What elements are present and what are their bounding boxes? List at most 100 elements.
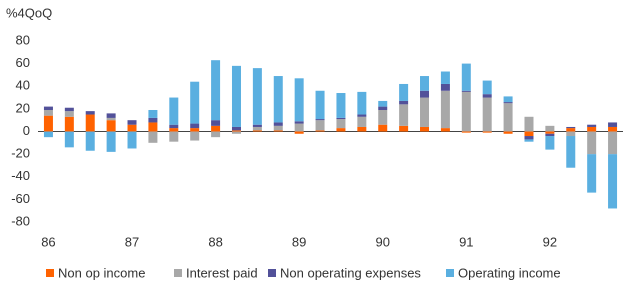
bar-segment bbox=[566, 131, 576, 137]
bar-segment bbox=[440, 90, 450, 129]
bar-segment bbox=[148, 122, 158, 132]
bar-segment bbox=[587, 124, 597, 127]
bar-segment bbox=[231, 126, 241, 131]
bar-segment bbox=[252, 68, 262, 125]
bar-segment bbox=[482, 94, 492, 98]
bar-segment bbox=[608, 154, 618, 209]
bar-segment bbox=[273, 122, 283, 126]
bar-segment bbox=[273, 76, 283, 123]
bar-segment bbox=[294, 123, 304, 132]
bar-segment bbox=[106, 131, 116, 152]
bar-segment bbox=[127, 124, 137, 132]
x-tick-label: 92 bbox=[543, 234, 557, 249]
bar-segment bbox=[211, 60, 221, 121]
bar-segment bbox=[587, 154, 597, 193]
bar-segment bbox=[357, 114, 367, 117]
bar-segment bbox=[315, 120, 325, 131]
bar-segment bbox=[420, 90, 430, 98]
x-tick-label: 90 bbox=[375, 234, 389, 249]
y-tick-label: 0 bbox=[23, 123, 30, 138]
bar-segment bbox=[190, 81, 200, 124]
bar-segment bbox=[190, 123, 200, 129]
bar-segment bbox=[545, 131, 555, 134]
legend-swatch bbox=[46, 269, 54, 277]
bar-segment bbox=[106, 113, 116, 118]
x-tick-label: 91 bbox=[459, 234, 473, 249]
bar-segment bbox=[461, 63, 471, 91]
bar-segment bbox=[231, 131, 241, 134]
bar-segment bbox=[357, 91, 367, 115]
y-tick-label: 20 bbox=[16, 100, 30, 115]
bar-segment bbox=[420, 76, 430, 91]
y-axis-label: %4QoQ bbox=[6, 5, 52, 20]
bar-segment bbox=[482, 131, 492, 133]
bar-segment bbox=[43, 106, 53, 110]
bar-segment bbox=[524, 136, 534, 140]
legend-label: Operating income bbox=[458, 265, 561, 280]
bar-segment bbox=[64, 107, 74, 112]
y-tick-label: -60 bbox=[11, 191, 30, 206]
bar-segment bbox=[315, 90, 325, 120]
bar-segment bbox=[503, 131, 513, 134]
bar-segment bbox=[461, 90, 471, 92]
bar-segment bbox=[43, 131, 53, 138]
bar-segment bbox=[378, 106, 388, 110]
bar-segment bbox=[64, 131, 74, 148]
bar-segment bbox=[399, 104, 409, 126]
bar-segment bbox=[127, 131, 137, 149]
bar-segment bbox=[440, 128, 450, 132]
bar-segment bbox=[461, 91, 471, 132]
bar-segment bbox=[148, 117, 158, 123]
bar-segment bbox=[587, 126, 597, 132]
bar-segment bbox=[190, 128, 200, 132]
bar-segment bbox=[566, 126, 576, 129]
bar-segment bbox=[211, 125, 221, 132]
bar-segment bbox=[378, 100, 388, 107]
bar-segment bbox=[127, 120, 137, 125]
legend-label: Non op income bbox=[58, 265, 145, 280]
bar-segment bbox=[566, 136, 576, 168]
bar-segment bbox=[190, 131, 200, 141]
bar-segment bbox=[169, 124, 179, 129]
y-tick-label: 80 bbox=[16, 32, 30, 47]
bar-segment bbox=[43, 115, 53, 132]
bar-segment bbox=[399, 100, 409, 105]
bar-segment bbox=[399, 83, 409, 101]
bar-segment bbox=[440, 83, 450, 91]
bar-segment bbox=[315, 130, 325, 132]
legend-swatch bbox=[174, 269, 182, 277]
bar-segment bbox=[336, 93, 346, 118]
bar-segment bbox=[420, 97, 430, 127]
bar-segment bbox=[608, 122, 618, 127]
legend-label: Interest paid bbox=[186, 265, 258, 280]
bar-segment bbox=[608, 126, 618, 132]
bar-segment bbox=[294, 78, 304, 122]
bar-segment bbox=[64, 116, 74, 132]
legend-swatch bbox=[446, 269, 454, 277]
bar-segment bbox=[420, 126, 430, 132]
y-tick-label: -20 bbox=[11, 146, 30, 161]
bar-segment bbox=[461, 131, 471, 133]
bar-segment bbox=[231, 130, 241, 132]
bar-segment bbox=[169, 97, 179, 125]
bar-segment bbox=[357, 126, 367, 132]
bar-segment bbox=[357, 116, 367, 127]
bar-segment bbox=[336, 128, 346, 132]
bar-segment bbox=[608, 131, 618, 155]
bar-segment bbox=[252, 126, 262, 131]
y-tick-label: -40 bbox=[11, 168, 30, 183]
bar-segment bbox=[148, 131, 158, 143]
bar-segment bbox=[587, 131, 597, 155]
bar-segment bbox=[545, 133, 555, 137]
bar-segment bbox=[566, 128, 576, 132]
bar-segment bbox=[64, 111, 74, 117]
bar-segment bbox=[503, 102, 513, 104]
bar-segment bbox=[545, 136, 555, 150]
bar-segment bbox=[231, 65, 241, 127]
bar-segment bbox=[106, 117, 116, 121]
bar-segment bbox=[85, 111, 95, 115]
bar-segment bbox=[524, 131, 534, 137]
bar-segment bbox=[482, 80, 492, 95]
bar-segment bbox=[294, 131, 304, 134]
